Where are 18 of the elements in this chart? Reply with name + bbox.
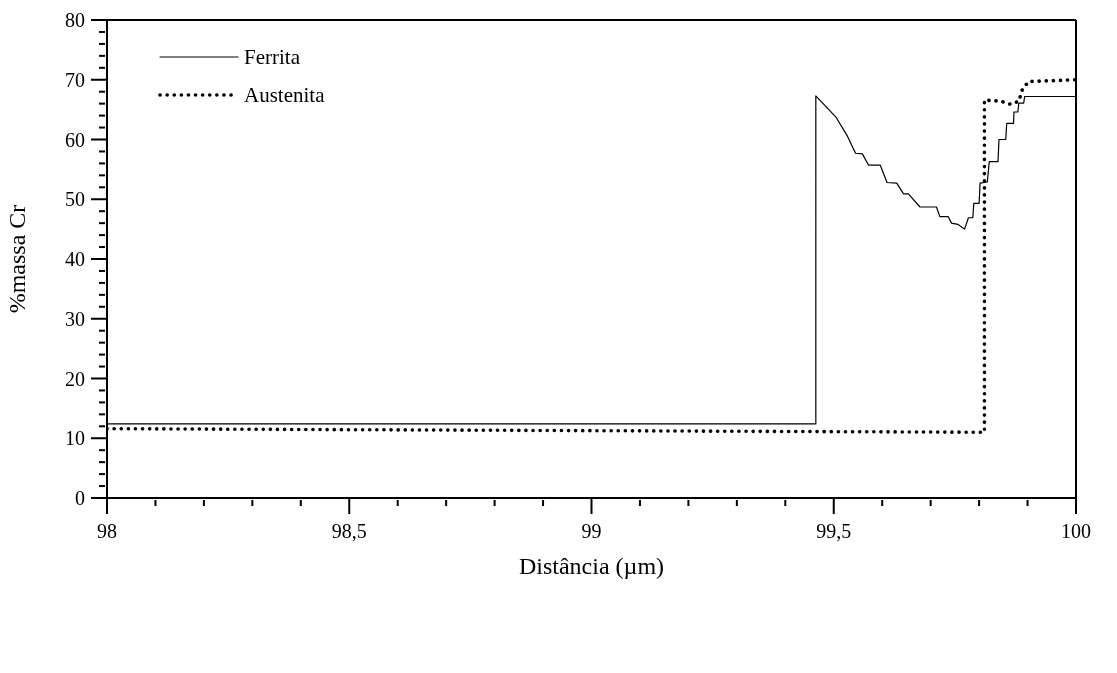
x-tick-label: 98 — [97, 520, 117, 542]
x-tick-label: 99 — [581, 520, 602, 542]
y-tick-label: 60 — [65, 128, 85, 151]
y-tick-label: 0 — [75, 487, 85, 509]
y-tick-label: 40 — [65, 248, 85, 270]
y-tick-label: 10 — [65, 427, 85, 450]
x-axis-title: Distância (µm) — [518, 553, 665, 579]
y-tick-label: 20 — [65, 367, 85, 390]
y-axis-title: %massa Cr — [3, 204, 30, 314]
x-tick-label: 99,5 — [816, 520, 852, 542]
y-tick-label: 30 — [65, 307, 85, 330]
y-tick-label: 70 — [65, 68, 85, 91]
legend-label: Ferrita — [244, 44, 300, 70]
y-tick-label: 80 — [65, 9, 85, 31]
x-tick-label: 100 — [1061, 520, 1091, 542]
x-tick-label: 98,5 — [331, 520, 367, 542]
y-tick-label: 50 — [65, 188, 85, 211]
legend-label: Austenita — [244, 82, 325, 108]
